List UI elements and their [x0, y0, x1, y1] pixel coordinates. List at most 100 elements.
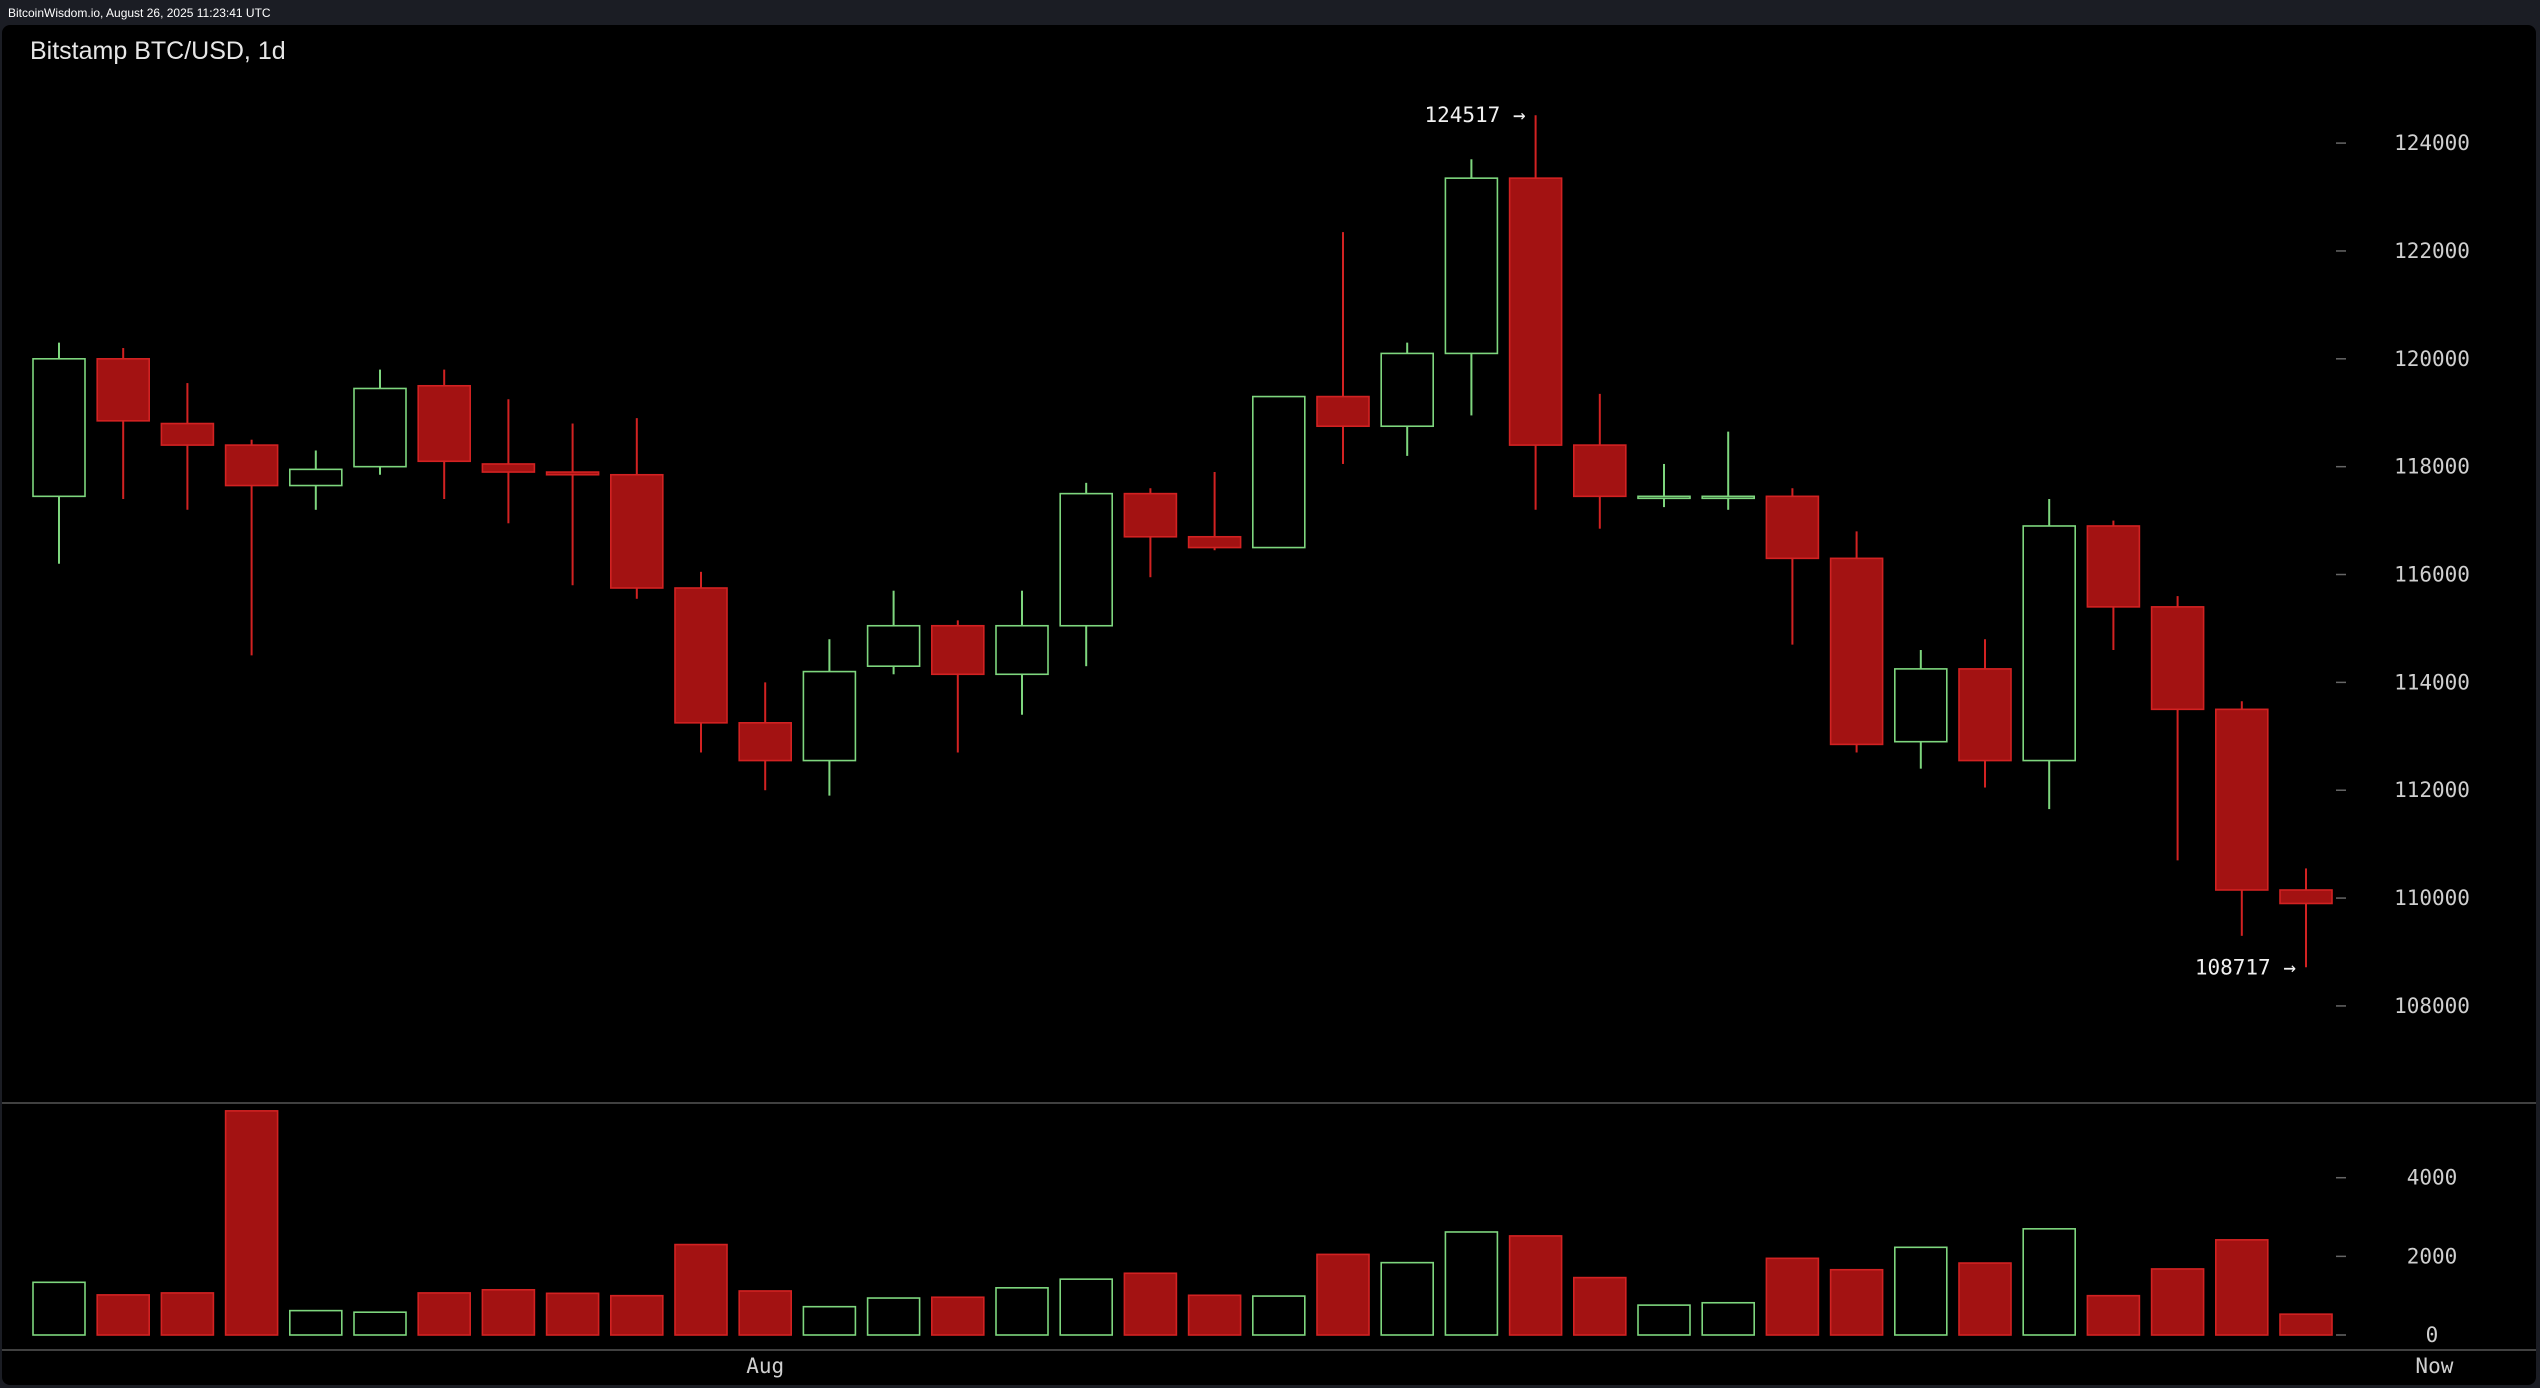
- volume-bar-down: [417, 1292, 472, 1336]
- candle-down: [1573, 393, 1627, 529]
- candle-down: [930, 620, 985, 753]
- volume-bar-down: [96, 1294, 150, 1336]
- candle-up: [802, 639, 857, 796]
- candle-body: [802, 670, 857, 762]
- candle-body: [1316, 395, 1370, 428]
- volume-bar-down: [674, 1243, 728, 1336]
- candle-body: [1765, 495, 1820, 560]
- candle-body: [2022, 525, 2076, 762]
- volume-bar-down: [1508, 1235, 1563, 1336]
- volume-bar-down: [1573, 1276, 1627, 1336]
- candle-down: [674, 571, 728, 753]
- candle-down: [224, 439, 279, 656]
- volume-bar-up: [802, 1305, 857, 1336]
- candle-up: [1380, 342, 1434, 456]
- candlestick-chart[interactable]: 108000 110000 112000 114000 116000 118000 1200…: [2, 25, 2536, 1385]
- price-tick-label: 112000: [2394, 778, 2470, 802]
- candle-down: [96, 348, 150, 500]
- volume-bar-down: [224, 1110, 279, 1336]
- volume-tick-label: 4000: [2407, 1166, 2458, 1190]
- volume-bar-down: [1316, 1253, 1370, 1336]
- volume-bar-down: [738, 1290, 793, 1336]
- candle-down: [160, 383, 215, 510]
- candle-body: [738, 722, 793, 762]
- volume-bar-down: [545, 1292, 600, 1336]
- candle-down: [1123, 488, 1178, 578]
- chart-title: Bitstamp BTC/USD, 1d: [30, 37, 286, 65]
- chart-panel[interactable]: Bitstamp BTC/USD, 1d 108000 110000 112000 1…: [2, 25, 2536, 1385]
- candle-body: [1444, 177, 1499, 355]
- candle-down: [1316, 232, 1370, 464]
- volume-bar-up: [1380, 1261, 1434, 1336]
- volume-bar-up: [353, 1311, 407, 1336]
- candle-down: [2279, 868, 2333, 968]
- candle-body: [288, 468, 343, 487]
- timestamp-text: BitcoinWisdom.io, August 26, 2025 11:23:…: [8, 6, 271, 20]
- candle-body: [609, 473, 664, 589]
- candle-body: [1123, 492, 1178, 538]
- candle-body: [32, 358, 86, 498]
- volume-tick-label: 0: [2426, 1323, 2439, 1347]
- candle-down: [609, 418, 664, 599]
- candle-body: [481, 463, 536, 473]
- candle-body: [1637, 495, 1691, 500]
- volume-bar-up: [288, 1309, 343, 1336]
- candle-up: [288, 450, 343, 510]
- price-tick-label: 124000: [2394, 131, 2470, 155]
- price-tick-label: 110000: [2394, 886, 2470, 910]
- volume-bar-up: [1252, 1295, 1306, 1336]
- candle-body: [96, 358, 150, 422]
- candle-body: [1958, 668, 2012, 762]
- candle-down: [2215, 701, 2269, 936]
- candle-down: [1829, 531, 1884, 753]
- volume-bar-down: [160, 1292, 215, 1336]
- extreme-price-annotation: 124517 →: [1424, 103, 1525, 127]
- candle-down: [1765, 488, 1820, 645]
- candle-down: [417, 369, 472, 500]
- candle-down: [1187, 472, 1242, 551]
- volume-tick-label: 2000: [2407, 1244, 2458, 1268]
- volume-bar-down: [1958, 1262, 2012, 1336]
- candle-up: [995, 590, 1049, 715]
- volume-bar-up: [866, 1297, 921, 1336]
- candle-up: [2022, 499, 2076, 810]
- candle-body: [1059, 492, 1113, 627]
- candle-body: [224, 444, 279, 487]
- candle-body: [353, 387, 407, 468]
- candle-body: [995, 624, 1049, 676]
- volume-bar-down: [2150, 1268, 2205, 1336]
- volume-bar-down: [609, 1294, 664, 1336]
- volume-bar-down: [1829, 1268, 1884, 1336]
- candle-up: [1637, 463, 1691, 508]
- volume-bar-up: [2022, 1228, 2076, 1336]
- volume-bar-down: [930, 1296, 985, 1336]
- volume-bar-up: [32, 1281, 86, 1336]
- candle-down: [2150, 596, 2205, 861]
- price-tick-label: 122000: [2394, 239, 2470, 263]
- candle-down: [545, 423, 600, 586]
- volume-bar-down: [2215, 1239, 2269, 1336]
- volume-bar-down: [481, 1288, 536, 1336]
- candle-body: [545, 471, 600, 476]
- volume-bar-down: [1187, 1294, 1242, 1336]
- price-tick-label: 116000: [2394, 563, 2470, 587]
- candle-body: [1829, 557, 1884, 746]
- candle-down: [481, 399, 536, 524]
- price-tick-label: 120000: [2394, 347, 2470, 371]
- candle-body: [674, 587, 728, 724]
- candle-body: [1187, 535, 1242, 549]
- candle-body: [2215, 708, 2269, 891]
- candle-up: [1894, 650, 1948, 769]
- candle-up: [1701, 431, 1755, 510]
- volume-bar-up: [1059, 1278, 1113, 1336]
- volume-bar-down: [2279, 1313, 2333, 1336]
- time-axis-label: Aug: [746, 1354, 784, 1378]
- candle-body: [1701, 495, 1755, 500]
- candle-body: [2086, 525, 2141, 608]
- candle-body: [160, 422, 215, 446]
- candle-down: [1508, 115, 1563, 510]
- price-tick-label: 114000: [2394, 670, 2470, 694]
- candle-up: [1059, 482, 1113, 667]
- volume-bar-up: [995, 1287, 1049, 1336]
- volume-bar-down: [1123, 1272, 1178, 1336]
